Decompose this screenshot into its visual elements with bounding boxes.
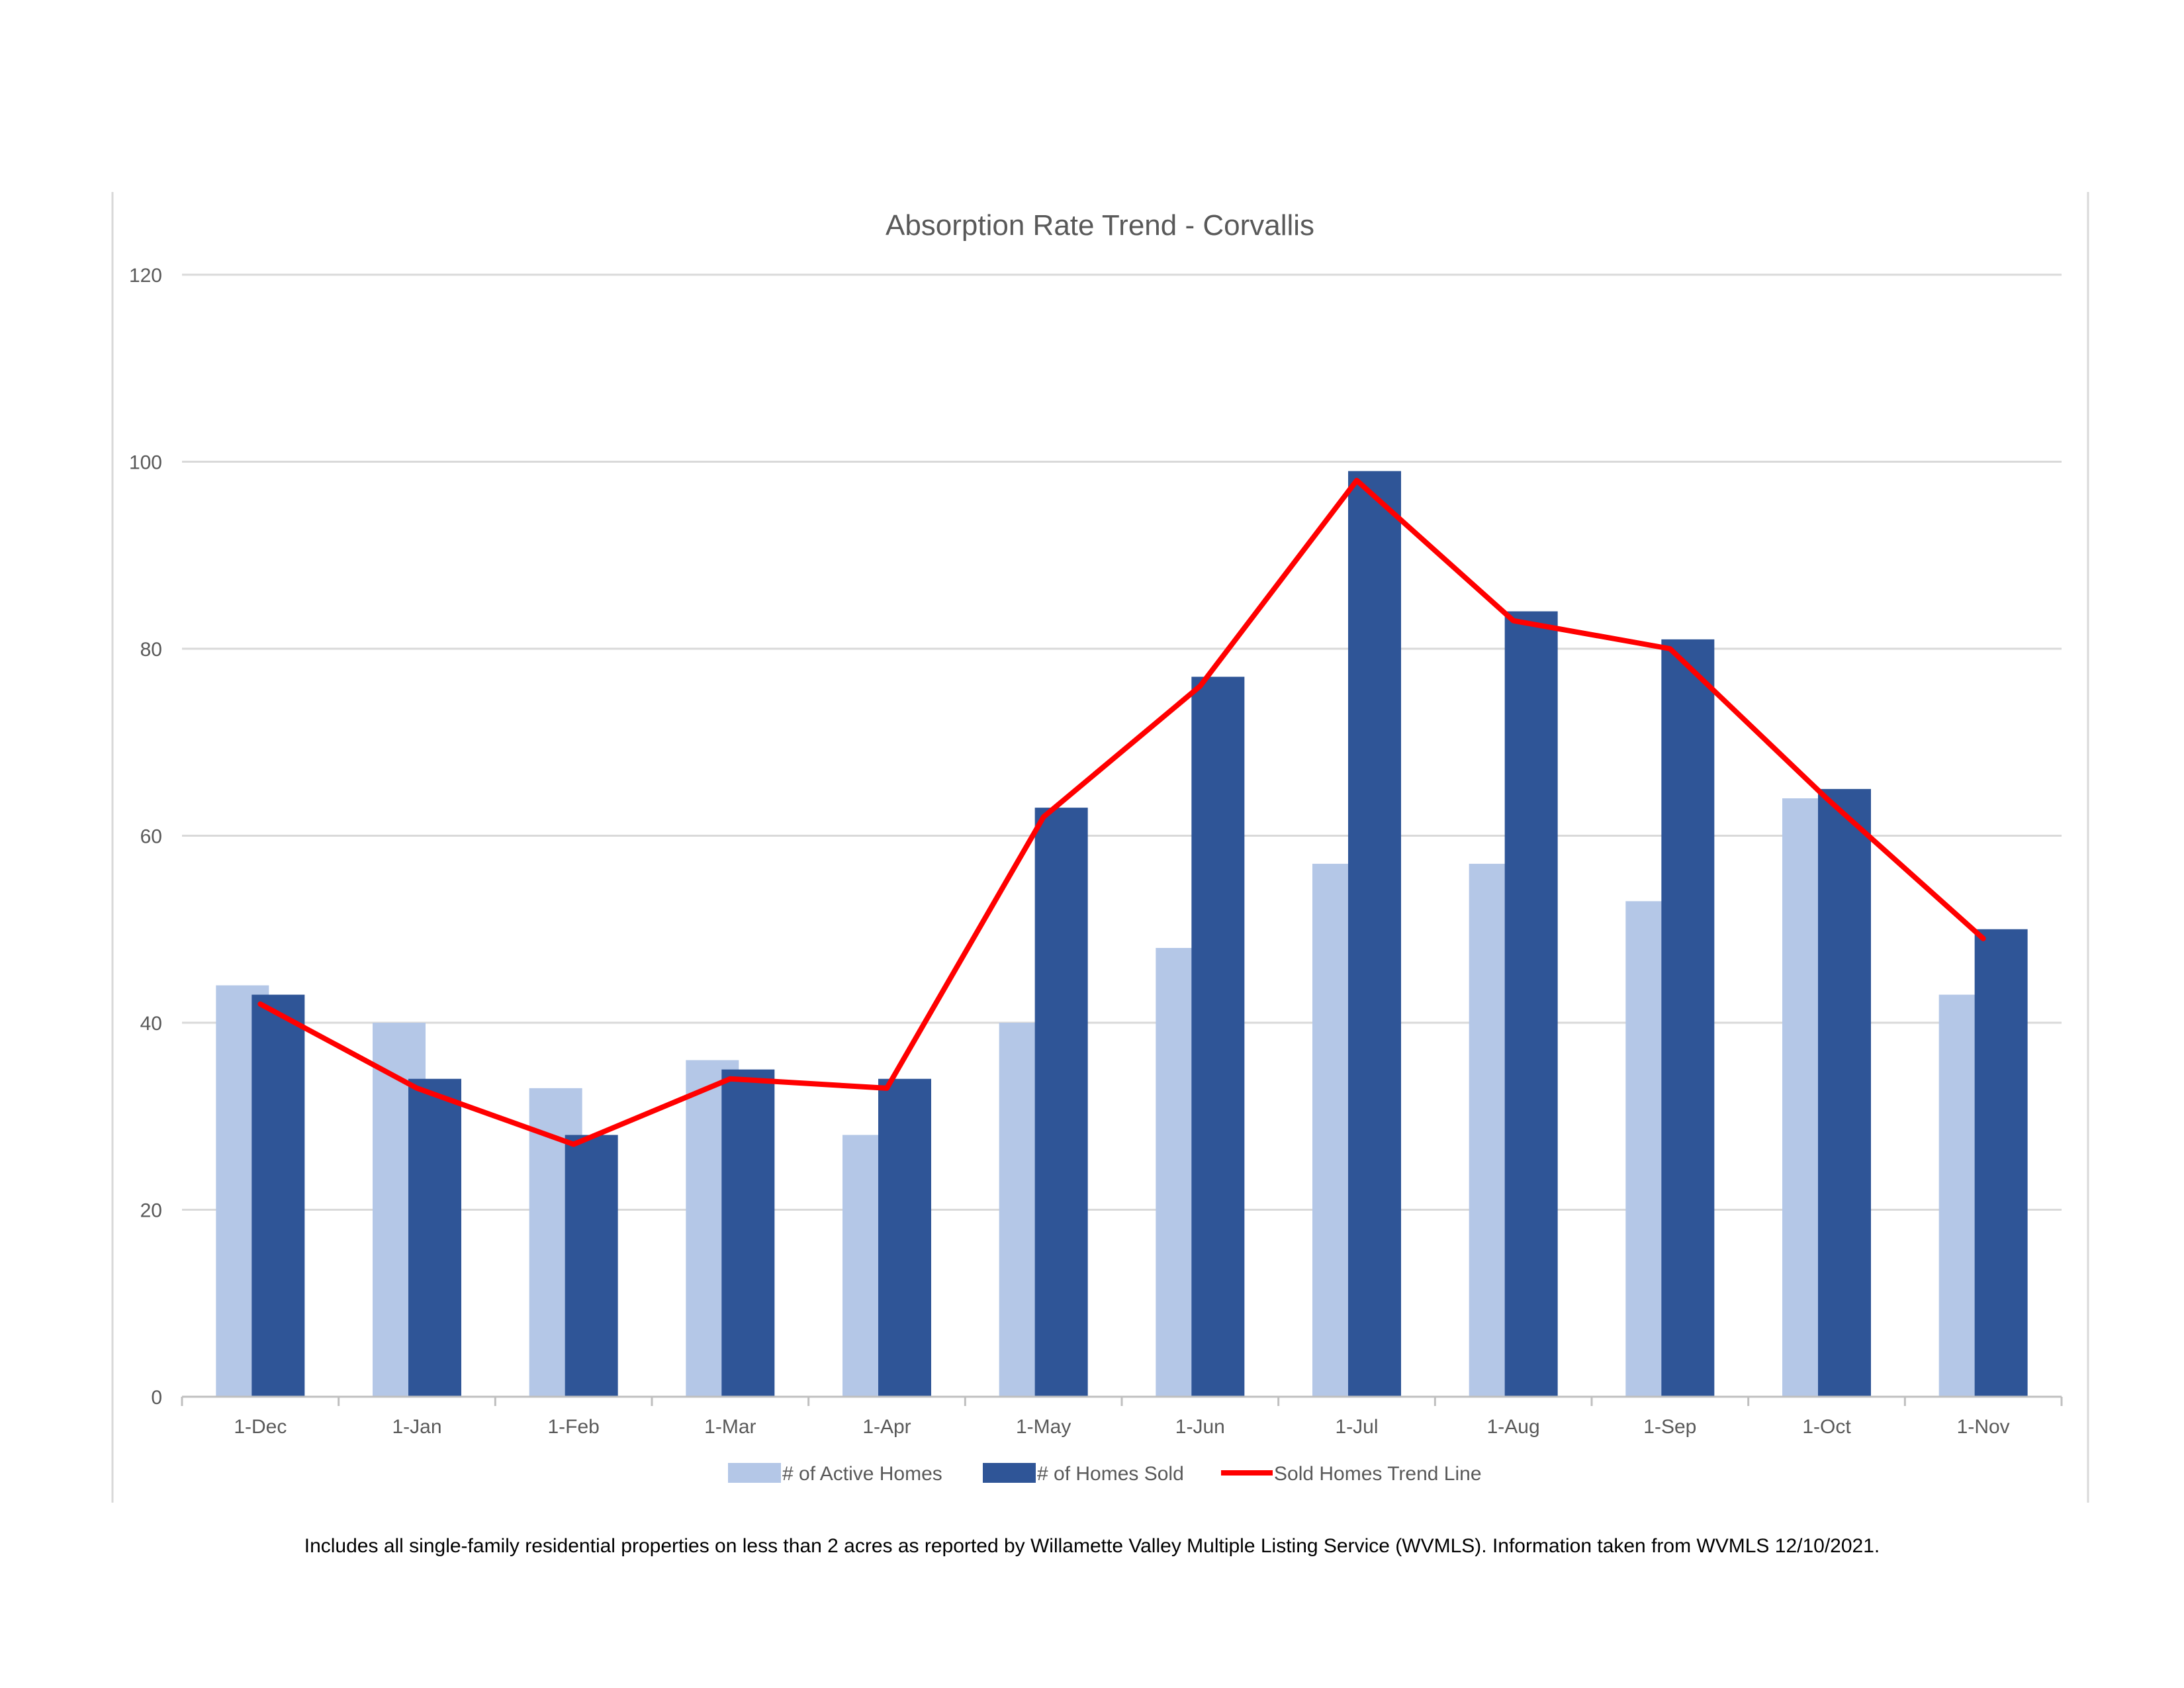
grid-lines: [182, 273, 2062, 1211]
y-tick-label: 80: [140, 639, 162, 661]
bar-homes-sold: [1191, 677, 1245, 1397]
x-axis: [181, 1395, 2063, 1406]
x-tick-label: 1-Feb: [547, 1416, 599, 1438]
y-tick-label: 120: [129, 265, 162, 287]
x-tick-label: 1-Sep: [1643, 1416, 1696, 1438]
bar-homes-sold: [408, 1078, 461, 1397]
bar-homes-sold: [1034, 808, 1088, 1397]
x-tick-label: 1-Dec: [234, 1416, 287, 1438]
legend: # of Active Homes # of Homes Sold Sold Hom…: [728, 1463, 1482, 1485]
bar-homes-sold: [1661, 639, 1715, 1397]
bar-homes-sold: [1974, 929, 2028, 1397]
legend-active-homes-label: # of Active Homes: [782, 1463, 942, 1485]
bar-homes-sold: [1348, 471, 1401, 1397]
x-tick-label: 1-May: [1016, 1416, 1071, 1438]
x-tick-label: 1-Nov: [1957, 1416, 2010, 1438]
x-axis-tick-labels: 1-Dec 1-Jan 1-Feb 1-Mar 1-Apr 1-May 1-Jun 1-Jul…: [234, 1416, 2009, 1438]
x-tick-label: 1-Oct: [1802, 1416, 1851, 1438]
bar-homes-sold: [878, 1078, 931, 1397]
trend-line-layer: [257, 477, 1986, 1147]
y-tick-label: 60: [140, 826, 162, 848]
y-tick-label: 40: [140, 1013, 162, 1035]
bar-homes-sold: [1818, 788, 1871, 1397]
y-tick-label: 100: [129, 452, 162, 474]
legend-active-homes-swatch: [728, 1463, 781, 1483]
x-tick-label: 1-Jan: [392, 1416, 441, 1438]
y-axis-tick-labels: 0 20 40 60 80 100 120: [129, 265, 162, 1409]
legend-homes-sold-label: # of Homes Sold: [1037, 1463, 1184, 1485]
bar-homes-sold: [721, 1069, 775, 1397]
bar-homes-sold: [251, 994, 305, 1397]
x-tick-label: 1-Jul: [1335, 1416, 1378, 1438]
y-tick-label: 20: [140, 1200, 162, 1222]
chart-title: Absorption Rate Trend - Corvallis: [886, 209, 1314, 242]
bar-homes-sold: [1504, 611, 1558, 1397]
x-tick-label: 1-Apr: [862, 1416, 911, 1438]
x-tick-label: 1-Aug: [1487, 1416, 1540, 1438]
bar-homes-sold: [565, 1135, 618, 1397]
legend-homes-sold-swatch: [983, 1463, 1036, 1483]
x-tick-label: 1-Mar: [704, 1416, 756, 1438]
x-tick-label: 1-Jun: [1175, 1416, 1225, 1438]
legend-trend-line-label: Sold Homes Trend Line: [1274, 1463, 1482, 1485]
sold-homes-trend-line: [257, 477, 1986, 1147]
bars: [216, 471, 2028, 1397]
footnote: Includes all single-family residential p…: [304, 1535, 1880, 1557]
y-tick-label: 0: [151, 1387, 162, 1409]
